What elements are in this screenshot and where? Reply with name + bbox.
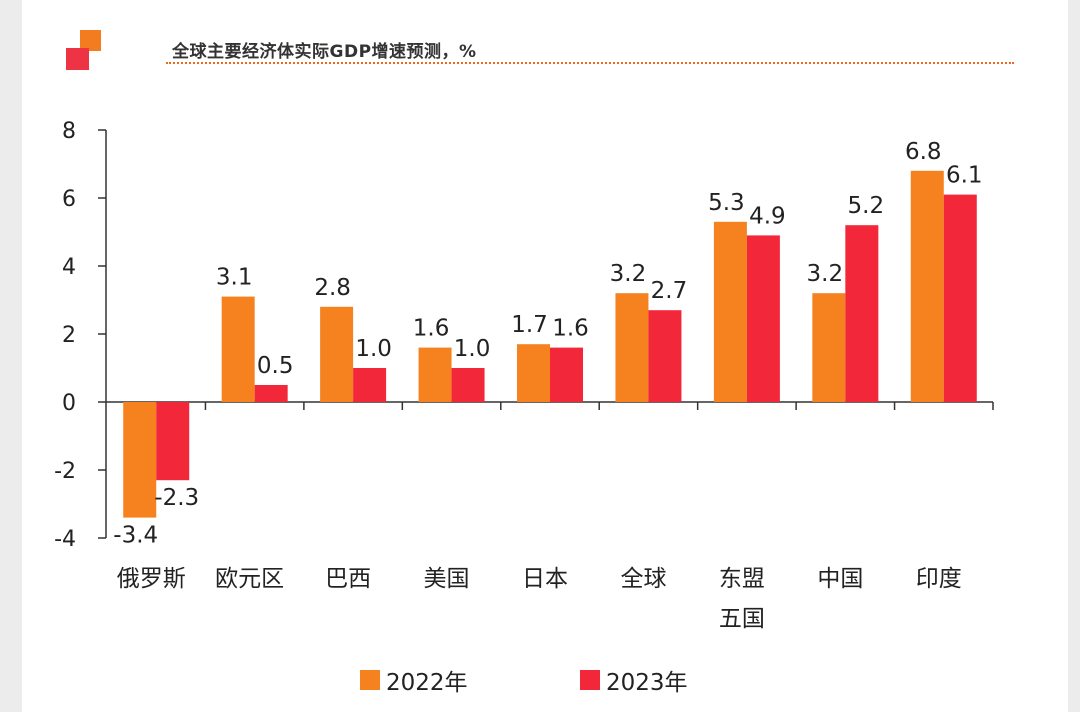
data-label-2022: 6.8: [905, 139, 942, 165]
y-tick-label: 0: [62, 391, 76, 416]
bar-2023: [845, 225, 879, 402]
data-label-2022: 5.3: [708, 190, 745, 216]
bar-2022: [123, 402, 157, 518]
bar-2022: [812, 293, 846, 402]
category-label: 日本: [522, 566, 568, 592]
data-label-2022: 3.2: [610, 261, 647, 287]
bar-2022: [221, 296, 255, 402]
category-label: 东盟: [719, 566, 765, 592]
bar-2023: [746, 235, 780, 402]
data-label-2022: 3.1: [216, 265, 253, 291]
logo-square-orange-icon: [80, 30, 101, 51]
data-label-2023: 0.5: [257, 353, 294, 379]
logo-square-red-icon: [66, 48, 89, 70]
bar-2023: [254, 385, 288, 402]
title-divider: [166, 62, 1014, 64]
data-label-2022: 3.2: [807, 261, 844, 287]
data-label-2023: 1.0: [355, 336, 392, 362]
bar-2023: [550, 347, 583, 402]
bar-2022: [320, 306, 354, 402]
data-label-2022: 1.7: [511, 312, 548, 338]
legend-swatch-2023: [580, 670, 600, 690]
y-tick-label: 8: [62, 119, 76, 144]
data-label-2023: 4.9: [749, 203, 786, 229]
data-label-2023: -2.3: [154, 485, 199, 511]
y-tick-label: 4: [62, 255, 76, 280]
legend-swatch-2022: [360, 670, 380, 690]
legend-item-2023: 2023年: [580, 664, 688, 696]
legend-label-2023: 2023年: [606, 670, 688, 696]
data-label-2023: 1.6: [552, 316, 589, 342]
chart-title: 全球主要经济体实际GDP增速预测，%: [172, 42, 477, 62]
bar-2023: [353, 368, 387, 402]
y-tick-label: -4: [54, 527, 76, 552]
data-label-2023: 6.1: [946, 163, 983, 189]
category-label: 印度: [916, 566, 962, 592]
legend-label-2022: 2022年: [386, 670, 468, 696]
bar-2022: [713, 221, 747, 402]
y-tick-label: -2: [54, 459, 76, 484]
category-label: 欧元区: [215, 566, 284, 592]
y-tick-label: 2: [62, 323, 76, 348]
category-label: 俄罗斯: [117, 566, 186, 592]
category-label: 美国: [424, 566, 470, 592]
category-label: 全球: [620, 566, 666, 592]
data-label-2022: -3.4: [113, 523, 158, 549]
bar-2022: [517, 344, 550, 402]
category-label: 五国: [719, 606, 765, 632]
bar-2022: [910, 170, 944, 402]
data-label-2022: 1.6: [413, 316, 450, 342]
data-label-2022: 2.8: [314, 275, 351, 301]
data-label-2023: 1.0: [454, 336, 491, 362]
data-label-2023: 2.7: [651, 278, 688, 304]
data-label-2023: 5.2: [848, 193, 885, 219]
legend-item-2022: 2022年: [360, 664, 468, 696]
bar-2023: [648, 310, 682, 402]
bar-2023: [943, 194, 977, 402]
category-label: 巴西: [325, 566, 371, 592]
category-label: 中国: [817, 566, 863, 592]
y-tick-label: 6: [62, 187, 76, 212]
bar-2022: [615, 293, 649, 402]
bar-2022: [418, 347, 452, 402]
bar-2023: [451, 368, 485, 402]
bar-2023: [156, 402, 190, 481]
